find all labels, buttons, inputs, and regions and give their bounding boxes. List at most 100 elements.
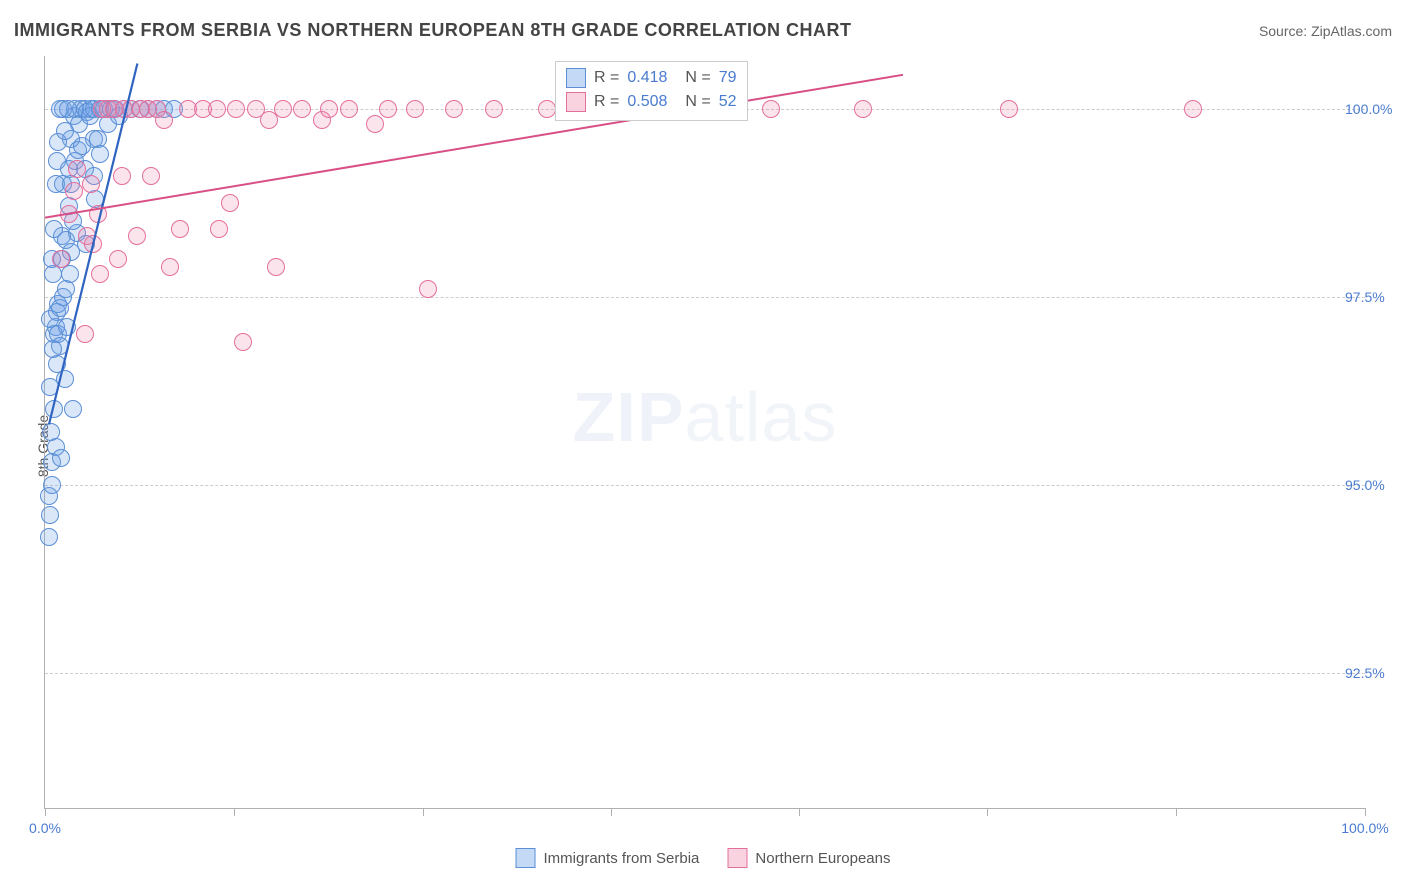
watermark-zip: ZIP — [573, 378, 685, 456]
scatter-point — [128, 227, 146, 245]
scatter-point — [52, 449, 70, 467]
scatter-point — [320, 100, 338, 118]
scatter-point — [91, 145, 109, 163]
watermark: ZIPatlas — [573, 377, 838, 457]
ytick-label: 97.5% — [1345, 289, 1405, 305]
scatter-point — [84, 235, 102, 253]
xtick — [987, 808, 988, 816]
scatter-point — [41, 310, 59, 328]
scatter-point — [58, 318, 76, 336]
scatter-point — [65, 182, 83, 200]
scatter-point — [485, 100, 503, 118]
scatter-point — [161, 258, 179, 276]
n-label: N = — [685, 93, 710, 111]
xtick — [799, 808, 800, 816]
scatter-point — [57, 280, 75, 298]
scatter-point — [76, 325, 94, 343]
source-attribution: Source: ZipAtlas.com — [1259, 23, 1392, 39]
legend-swatch — [566, 68, 586, 88]
gridline-h — [45, 485, 1365, 486]
scatter-point — [113, 167, 131, 185]
scatter-point — [221, 194, 239, 212]
scatter-point — [208, 100, 226, 118]
scatter-point — [762, 100, 780, 118]
gridline-h — [45, 673, 1365, 674]
scatter-point — [91, 265, 109, 283]
bottom-legend: Immigrants from Serbia Northern Europeans — [516, 848, 891, 868]
scatter-point — [40, 528, 58, 546]
scatter-point — [41, 506, 59, 524]
scatter-point — [68, 160, 86, 178]
legend-label: Northern Europeans — [755, 850, 890, 867]
scatter-point — [155, 111, 173, 129]
scatter-point — [854, 100, 872, 118]
xtick-label: 100.0% — [1341, 820, 1388, 836]
scatter-point — [109, 250, 127, 268]
scatter-point — [82, 175, 100, 193]
scatter-point — [234, 333, 252, 351]
xtick — [1365, 808, 1366, 816]
scatter-point — [64, 400, 82, 418]
xtick — [45, 808, 46, 816]
plot-area: ZIPatlas 92.5%95.0%97.5%100.0%0.0%100.0%… — [44, 56, 1365, 809]
r-value: 0.508 — [627, 93, 667, 111]
scatter-point — [445, 100, 463, 118]
scatter-point — [45, 220, 63, 238]
scatter-point — [48, 152, 66, 170]
scatter-point — [379, 100, 397, 118]
scatter-point — [56, 370, 74, 388]
scatter-point — [340, 100, 358, 118]
r-label: R = — [594, 69, 619, 87]
scatter-point — [366, 115, 384, 133]
correlation-row: R = 0.418 N = 79 — [566, 66, 737, 90]
scatter-point — [538, 100, 556, 118]
scatter-point — [171, 220, 189, 238]
trend-line — [45, 75, 903, 218]
scatter-point — [44, 340, 62, 358]
scatter-point — [60, 205, 78, 223]
xtick — [1176, 808, 1177, 816]
xtick-label: 0.0% — [29, 820, 61, 836]
n-value: 52 — [719, 93, 737, 111]
legend-swatch — [727, 848, 747, 868]
xtick — [611, 808, 612, 816]
scatter-point — [210, 220, 228, 238]
scatter-point — [56, 122, 74, 140]
legend-swatch — [516, 848, 536, 868]
scatter-point — [1000, 100, 1018, 118]
legend-label: Immigrants from Serbia — [544, 850, 700, 867]
xtick — [423, 808, 424, 816]
scatter-point — [59, 100, 77, 118]
scatter-point — [1184, 100, 1202, 118]
legend-item: Northern Europeans — [727, 848, 890, 868]
watermark-atlas: atlas — [685, 378, 838, 456]
scatter-point — [274, 100, 292, 118]
scatter-point — [89, 205, 107, 223]
n-value: 79 — [719, 69, 737, 87]
scatter-point — [142, 167, 160, 185]
scatter-point — [43, 476, 61, 494]
r-label: R = — [594, 93, 619, 111]
n-label: N = — [685, 69, 710, 87]
scatter-point — [52, 250, 70, 268]
gridline-h — [45, 297, 1365, 298]
ytick-label: 92.5% — [1345, 665, 1405, 681]
xtick — [234, 808, 235, 816]
ytick-label: 95.0% — [1345, 477, 1405, 493]
scatter-point — [227, 100, 245, 118]
correlation-legend: R = 0.418 N = 79 R = 0.508 N = 52 — [555, 61, 748, 121]
chart-title: IMMIGRANTS FROM SERBIA VS NORTHERN EUROP… — [14, 20, 852, 41]
trend-lines — [45, 56, 1365, 808]
scatter-point — [406, 100, 424, 118]
scatter-point — [293, 100, 311, 118]
ytick-label: 100.0% — [1345, 101, 1405, 117]
r-value: 0.418 — [627, 69, 667, 87]
title-bar: IMMIGRANTS FROM SERBIA VS NORTHERN EUROP… — [14, 20, 1392, 41]
scatter-point — [45, 400, 63, 418]
legend-item: Immigrants from Serbia — [516, 848, 700, 868]
scatter-point — [42, 423, 60, 441]
scatter-point — [419, 280, 437, 298]
correlation-row: R = 0.508 N = 52 — [566, 90, 737, 114]
scatter-point — [61, 265, 79, 283]
scatter-point — [267, 258, 285, 276]
